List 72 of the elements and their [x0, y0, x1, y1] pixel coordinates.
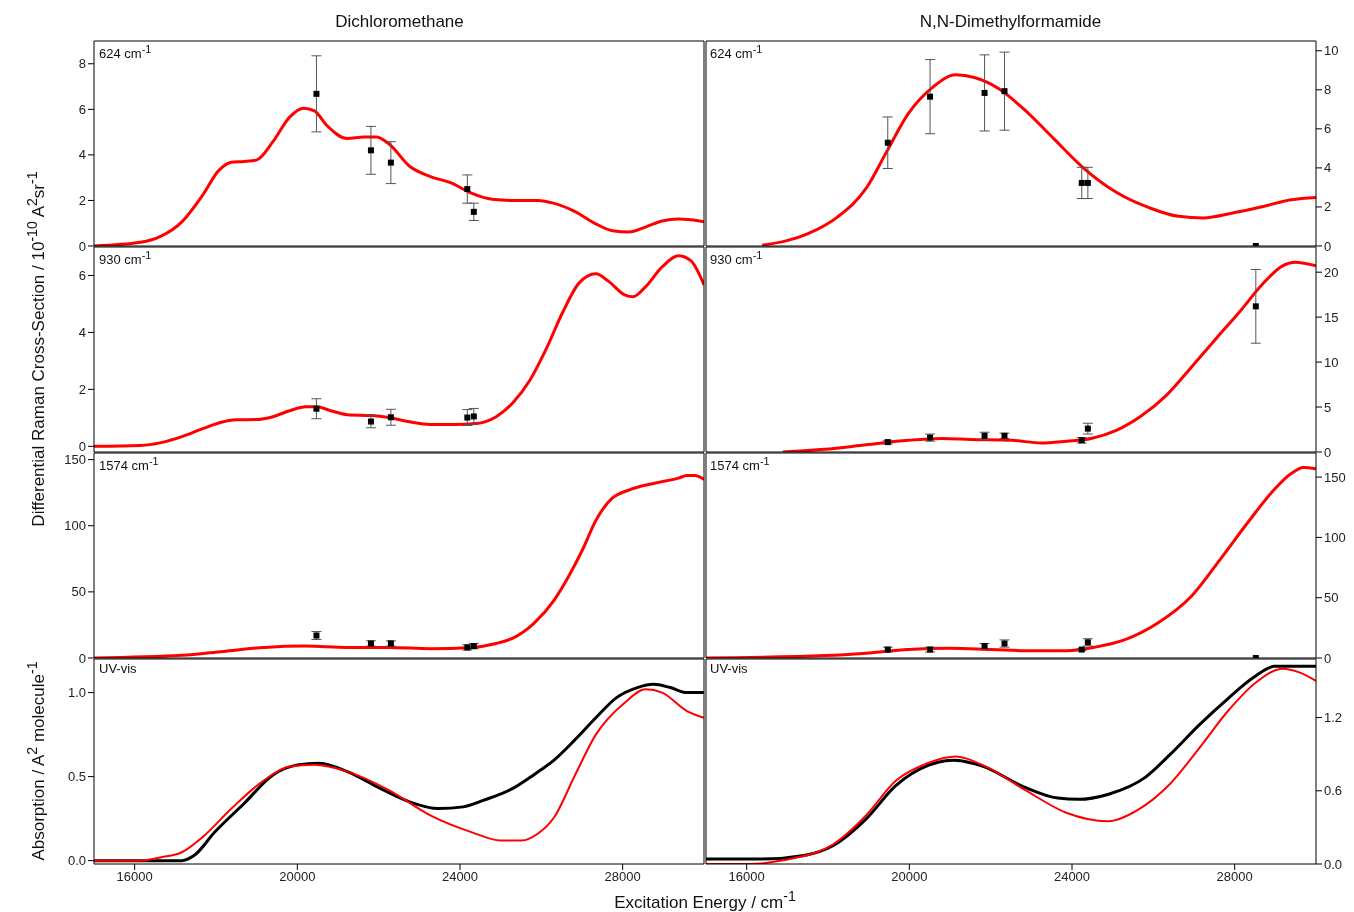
y-tick-label: 6 [78, 267, 86, 283]
y-tick-label: 4 [78, 324, 86, 340]
annotation: 1574 cm$^{-1}$ [99, 455, 159, 474]
x-axis-title: Excitation Energy / cm$^{-1}$ [613, 888, 797, 912]
point [1078, 179, 1085, 186]
y-tick-label: 10 [1324, 354, 1339, 370]
y-tick-label: 0 [1324, 444, 1332, 460]
annotation: UV-vis [710, 661, 748, 676]
annotation: 624 cm$^{-1}$ [99, 43, 152, 62]
x-tick-label: 24000 [441, 869, 479, 885]
y-tick-label: 0.5 [67, 769, 86, 785]
point [464, 414, 471, 421]
y-tick-label: 0.0 [1324, 856, 1343, 872]
point [367, 418, 374, 425]
x-tick-label: 20000 [891, 869, 928, 885]
y-tick-label: 50 [71, 584, 86, 600]
point [313, 405, 320, 412]
annotation: 624 cm$^{-1}$ [710, 43, 763, 62]
point [367, 147, 374, 154]
point [387, 414, 394, 421]
x-tick-label: 16000 [728, 869, 765, 885]
y-tick-label: 0 [1324, 238, 1332, 254]
line-series [781, 260, 1316, 452]
line-series [760, 73, 1316, 246]
x-tick-label: 16000 [116, 869, 153, 885]
point [1252, 303, 1259, 310]
y-tick-label: 20 [1324, 264, 1339, 280]
y-tick-label: 0.0 [67, 853, 86, 869]
annotation: UV-vis [99, 661, 137, 676]
y-tick-label: 6 [78, 101, 86, 117]
y-tick-label: 6 [1324, 121, 1332, 137]
y-tick-label: 2 [78, 192, 86, 208]
chart-title: N,N-Dimethylformamide [918, 12, 1103, 32]
point [313, 90, 320, 97]
point [1001, 88, 1008, 95]
y-tick-label: 8 [78, 56, 86, 72]
point [387, 159, 394, 166]
y-tick-label: 15 [1324, 309, 1339, 325]
x-tick-label: 28000 [1216, 869, 1253, 885]
y-tick-label: 0 [78, 238, 86, 254]
y-tick-label: 100 [1324, 529, 1346, 545]
chart-title: Dichloromethane [334, 12, 465, 32]
y-tick-label: 2 [78, 381, 86, 397]
y-tick-label: 1.0 [67, 685, 86, 701]
annotation: 930 cm$^{-1}$ [710, 249, 763, 268]
y-tick-label: 1.2 [1324, 710, 1343, 726]
x-tick-label: 24000 [1053, 869, 1091, 885]
x-tick-label: 28000 [604, 869, 641, 885]
point [981, 89, 988, 96]
point [470, 413, 477, 420]
y-tick-label: 150 [64, 452, 86, 468]
y-tick-label: 0 [1324, 650, 1332, 666]
y-tick-label: 10 [1324, 43, 1339, 59]
y-tick-label: 4 [78, 147, 86, 163]
y-tick-label: 0.6 [1324, 783, 1343, 799]
y-tick-label: 0 [78, 650, 86, 666]
y-tick-label: 5 [1324, 399, 1332, 415]
y-tick-label: 50 [1324, 590, 1339, 606]
y-tick-label: 4 [1324, 160, 1332, 176]
y-tick-label: 150 [1324, 469, 1346, 485]
y-tick-label: 8 [1324, 82, 1332, 98]
y-tick-label: 0 [78, 438, 86, 454]
x-tick-label: 20000 [279, 869, 316, 885]
y-tick-label: 2 [1324, 199, 1332, 215]
y-tick-label: 100 [64, 518, 86, 534]
point [464, 186, 471, 193]
annotation: 930 cm$^{-1}$ [99, 249, 152, 268]
point [470, 208, 477, 215]
point [884, 139, 891, 146]
point [1084, 179, 1091, 186]
point [927, 93, 934, 100]
annotation: 1574 cm$^{-1}$ [710, 455, 770, 474]
